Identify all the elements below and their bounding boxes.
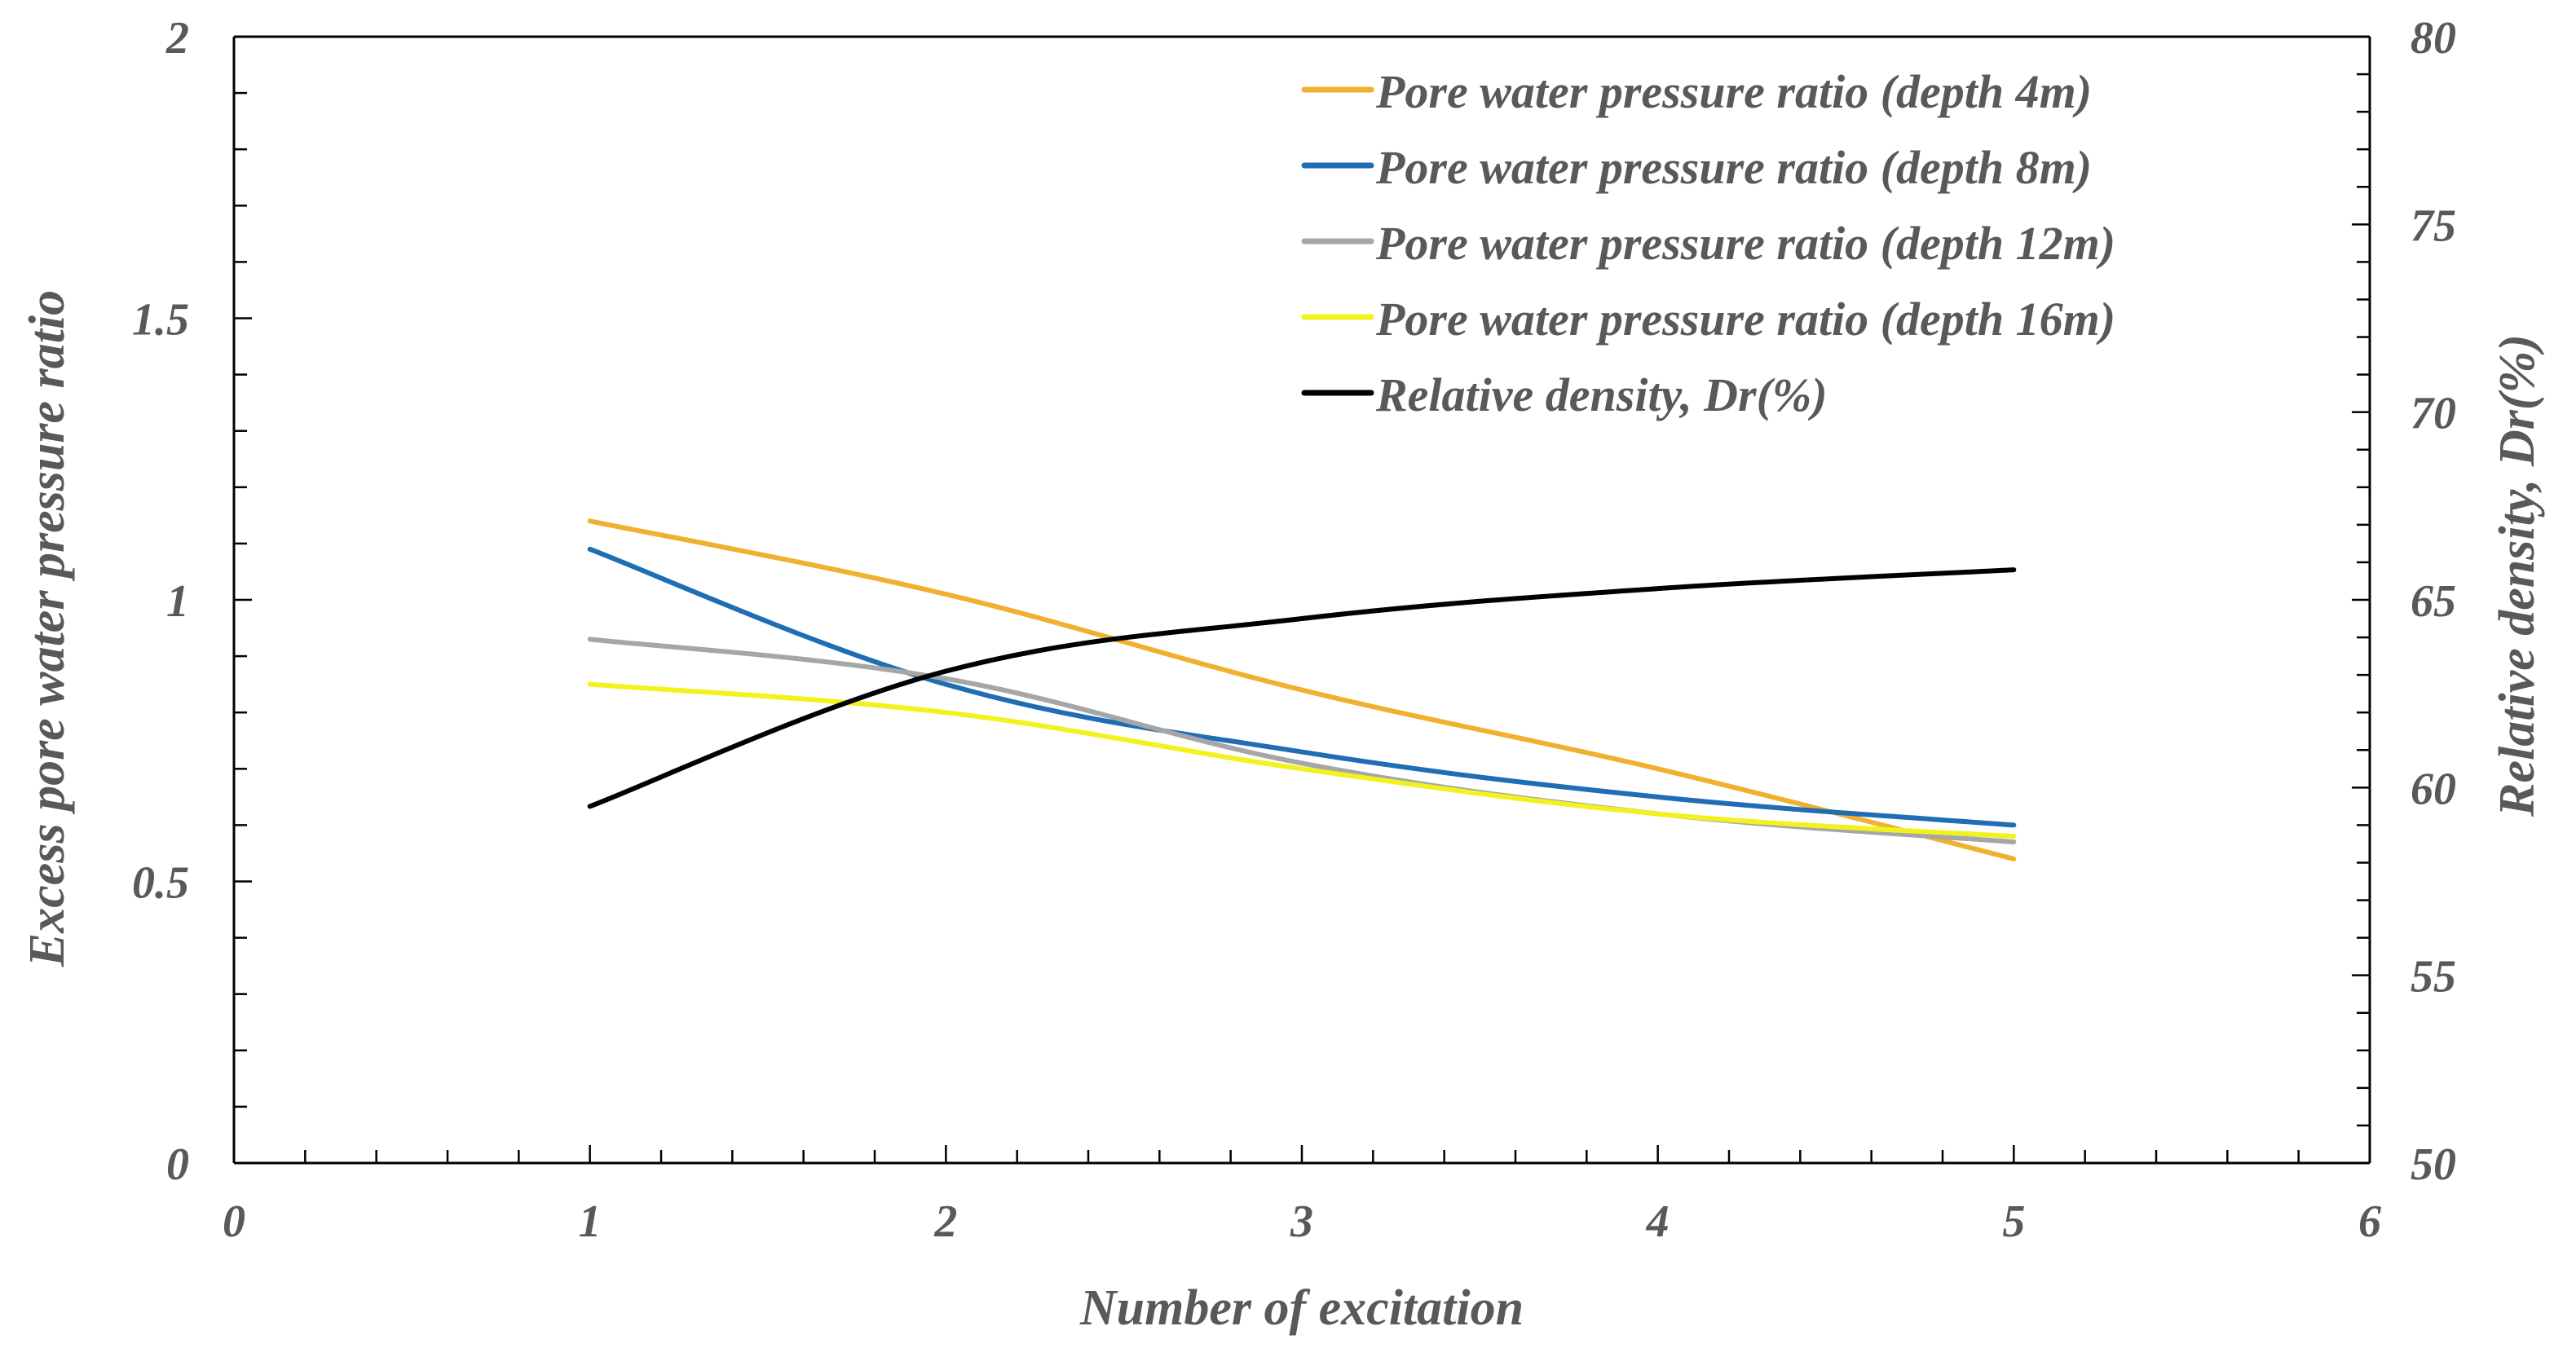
axes-group xyxy=(232,35,2371,1165)
series-line-2 xyxy=(587,546,2017,828)
y-tick-label: 1.5 xyxy=(132,295,189,346)
y2-tick-label: 70 xyxy=(2411,389,2456,439)
legend-label-3: Pore water pressure ratio (depth 12m) xyxy=(1375,217,2115,270)
y2-axis-title: Relative density, Dr(%) xyxy=(2490,334,2545,817)
y2-tick-label: 60 xyxy=(2411,764,2456,814)
x-tick-label: 6 xyxy=(2358,1196,2381,1247)
legend-label-2: Pore water pressure ratio (depth 8m) xyxy=(1375,141,2092,194)
x-tick-label: 4 xyxy=(1646,1196,1670,1247)
y-tick-label: 2 xyxy=(165,13,189,64)
x-tick-label: 0 xyxy=(223,1196,245,1247)
y2-tick-label: 65 xyxy=(2411,576,2456,627)
series-line-1 xyxy=(587,518,2017,861)
y2-tick-label: 80 xyxy=(2411,13,2456,64)
series-line-5 xyxy=(587,567,2017,809)
x-tick-label: 5 xyxy=(2002,1196,2025,1247)
y2-tick-label: 50 xyxy=(2411,1139,2456,1190)
legend: Pore water pressure ratio (depth 4m) Pore… xyxy=(1301,65,2115,421)
legend-label-1: Pore water pressure ratio (depth 4m) xyxy=(1375,65,2092,118)
x-tick-label: 1 xyxy=(579,1196,602,1247)
y-tick-label: 0.5 xyxy=(132,858,189,909)
series-group xyxy=(587,518,2017,861)
legend-label-5: Relative density, Dr(%) xyxy=(1375,368,1828,421)
x-tick-label: 3 xyxy=(1290,1196,1313,1247)
y-tick-label: 1 xyxy=(166,576,189,627)
x-axis-title: Number of excitation xyxy=(1079,1280,1524,1336)
x-tick-label: 2 xyxy=(933,1196,957,1247)
y2-tick-label: 55 xyxy=(2411,952,2456,1002)
y-tick-label: 0 xyxy=(166,1139,189,1190)
series-line-4 xyxy=(587,681,2017,839)
y2-tick-label: 75 xyxy=(2411,200,2456,251)
y-axis-title: Excess pore water pressure ratio xyxy=(20,290,75,967)
axis-titles: Number of excitation Excess pore water pr… xyxy=(20,290,2545,1336)
legend-label-4: Pore water pressure ratio (depth 16m) xyxy=(1375,293,2115,346)
